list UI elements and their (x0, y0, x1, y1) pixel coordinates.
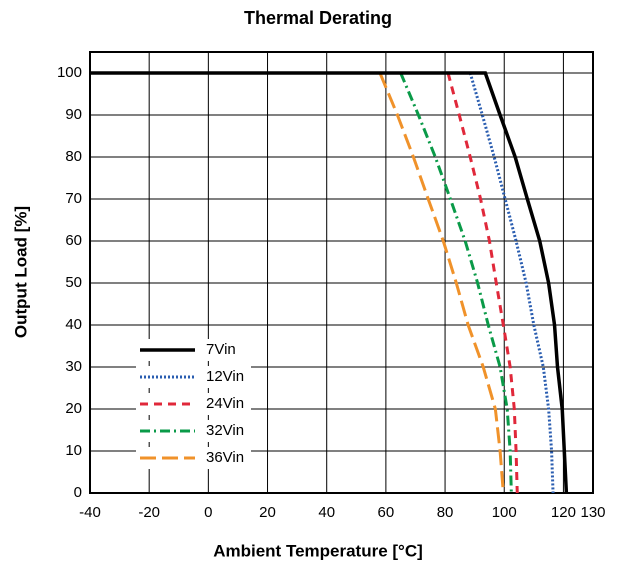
line-series (468, 72, 555, 494)
y-tick-label: 30 (65, 358, 82, 375)
legend-bg (136, 420, 251, 442)
line-series (378, 72, 505, 494)
y-tick-label: 0 (74, 484, 82, 501)
y-tick-label: 50 (65, 274, 82, 291)
x-tick-label: 130 (580, 504, 605, 521)
x-tick-label: -40 (79, 504, 101, 521)
legend-bg (136, 393, 251, 415)
y-tick-label: 100 (57, 64, 82, 81)
y-tick-label: 70 (65, 190, 82, 207)
y-tick-label: 90 (65, 106, 82, 123)
line-series (446, 72, 519, 494)
x-tick-label: 80 (437, 504, 454, 521)
plot-frame (89, 51, 594, 494)
legend-label: 32Vin (206, 422, 244, 439)
line-series (399, 72, 513, 494)
y-tick-label: 10 (65, 442, 82, 459)
chart-title: Thermal Derating (244, 8, 392, 28)
x-axis-label: Ambient Temperature [°C] (213, 541, 423, 560)
legend-label: 12Vin (206, 368, 244, 385)
legend-label: 7Vin (206, 341, 236, 358)
x-tick-label: 60 (378, 504, 395, 521)
y-tick-label: 40 (65, 316, 82, 333)
legend-label: 24Vin (206, 395, 244, 412)
y-tick-label: 60 (65, 232, 82, 249)
x-tick-label: 40 (318, 504, 335, 521)
y-axis-label: Output Load [%] (11, 206, 30, 338)
line-series (90, 71, 569, 494)
x-tick-label: 20 (259, 504, 276, 521)
legend-label: 36Vin (206, 449, 244, 466)
y-tick-label: 80 (65, 148, 82, 165)
x-tick-label: 100 (492, 504, 517, 521)
x-tick-label: 120 (551, 504, 576, 521)
x-tick-label: 0 (204, 504, 212, 521)
x-tick-label: -20 (138, 504, 160, 521)
y-tick-label: 20 (65, 400, 82, 417)
